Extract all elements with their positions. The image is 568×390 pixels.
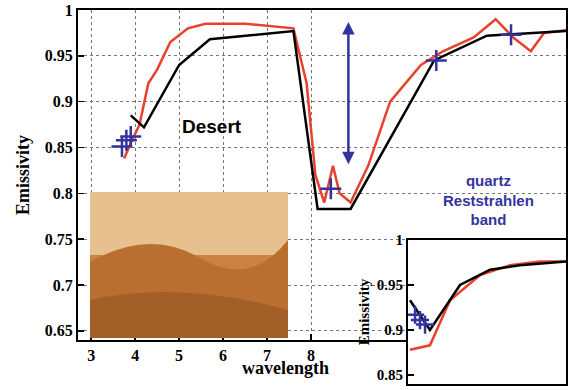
svg-text:Desert: Desert xyxy=(182,116,242,137)
svg-text:quartzReststrahlenband: quartzReststrahlenband xyxy=(443,172,534,228)
svg-text:1: 1 xyxy=(396,232,404,248)
svg-text:0.95: 0.95 xyxy=(377,277,403,293)
svg-text:5: 5 xyxy=(175,347,183,364)
svg-text:0.95: 0.95 xyxy=(45,47,73,64)
svg-text:7: 7 xyxy=(263,347,271,364)
svg-text:0.9: 0.9 xyxy=(53,93,73,110)
svg-text:1: 1 xyxy=(65,2,73,19)
svg-text:0.7: 0.7 xyxy=(53,277,73,294)
svg-text:wavelength: wavelength xyxy=(242,358,329,378)
svg-text:3: 3 xyxy=(87,347,95,364)
svg-text:0.8: 0.8 xyxy=(53,185,73,202)
svg-text:6: 6 xyxy=(219,347,227,364)
svg-text:0.9: 0.9 xyxy=(384,322,403,338)
svg-text:0.65: 0.65 xyxy=(45,322,73,339)
svg-text:0.85: 0.85 xyxy=(377,367,403,383)
svg-text:0.75: 0.75 xyxy=(45,231,73,248)
svg-text:Emissivity: Emissivity xyxy=(13,135,33,215)
svg-text:4: 4 xyxy=(131,347,139,364)
svg-text:Emissivity: Emissivity xyxy=(356,278,372,345)
svg-text:8: 8 xyxy=(307,347,315,364)
svg-text:0.85: 0.85 xyxy=(45,139,73,156)
